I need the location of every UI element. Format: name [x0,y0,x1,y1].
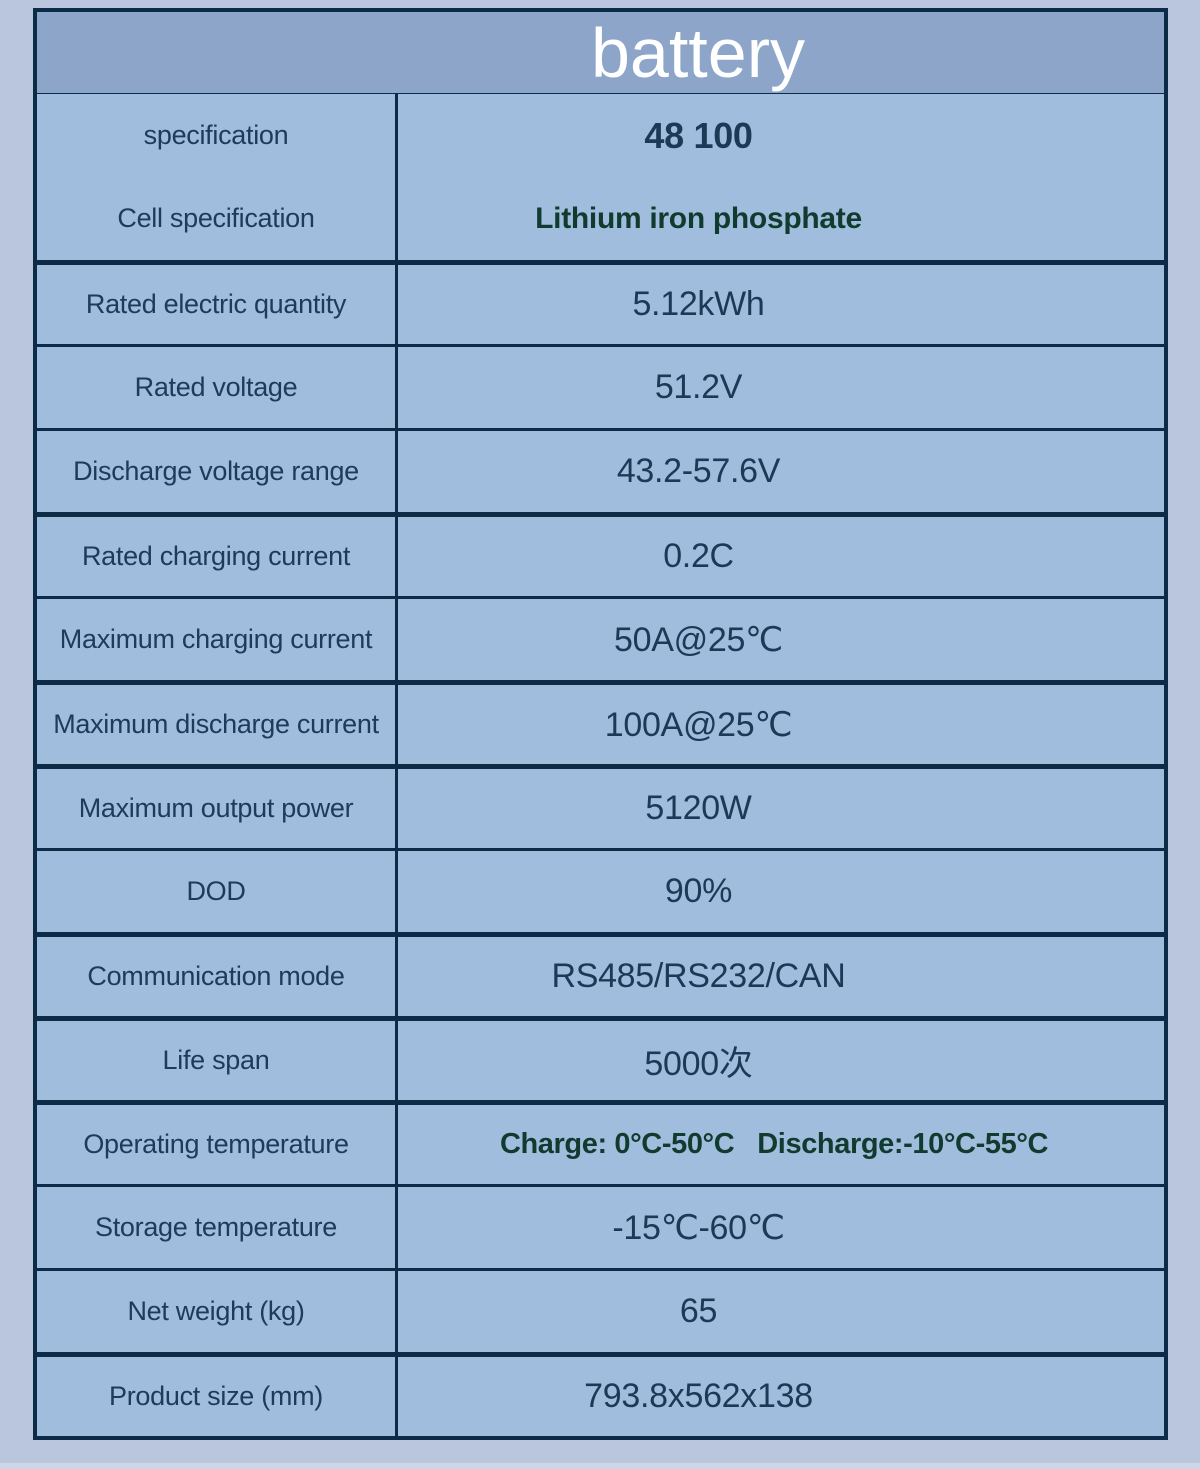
row-label: Life span [37,1021,398,1100]
spec-row: Cell specification Lithium iron phosphat… [37,177,1164,260]
spec-row: Operating temperature Charge: 0°C-50°C D… [37,1100,1164,1184]
row-value: 90% [664,872,733,910]
row-label: Rated charging current [37,517,398,596]
row-label: Maximum discharge current [37,685,398,764]
spec-row: Maximum charging current 50A@25℃ [37,596,1164,680]
spec-row: Discharge voltage range 43.2-57.6V [37,428,1164,512]
row-value: 5120W [645,789,752,827]
row-label: Maximum output power [37,769,398,848]
row-label: Rated voltage [37,347,398,428]
spec-row: Rated charging current 0.2C [37,512,1164,596]
spec-row: Communication mode RS485/RS232/CAN [37,932,1164,1016]
row-value: 793.8x562x138 [584,1377,813,1415]
row-value: -15℃-60℃ [612,1208,785,1247]
row-label: Cell specification [37,177,398,260]
spec-row: Rated electric quantity 5.12kWh [37,260,1164,344]
row-label: specification [37,94,398,177]
table-header: battery [37,12,1164,94]
row-label: Operating temperature [37,1105,398,1184]
row-value: 48 100 [644,114,753,156]
row-value: Charge: 0°C-50°C Discharge:-10°C-55°C [499,1128,1049,1160]
spec-row: Net weight (kg) 65 [37,1268,1164,1352]
spec-row: Storage temperature -15℃-60℃ [37,1184,1164,1268]
row-label: Storage temperature [37,1187,398,1268]
row-value: 65 [679,1292,718,1330]
row-value: 5.12kWh [632,285,765,323]
row-label: Product size (mm) [37,1357,398,1436]
row-value: Lithium iron phosphate [535,201,862,235]
spec-row: Maximum output power 5120W [37,764,1164,848]
battery-spec-table: battery specification 48 100 Cell specif… [33,8,1168,1440]
row-label: Net weight (kg) [37,1271,398,1352]
spec-row: DOD 90% [37,848,1164,932]
row-value: 51.2V [654,368,743,406]
spec-row: Rated voltage 51.2V [37,344,1164,428]
spec-row: specification 48 100 [37,94,1164,177]
page-bottom-strip [0,1463,1200,1469]
row-value: 100A@25℃ [604,705,793,744]
row-label: Rated electric quantity [37,265,398,344]
row-value: 5000次 [644,1045,753,1083]
spec-row: Product size (mm) 793.8x562x138 [37,1352,1164,1436]
row-value: 43.2-57.6V [616,452,781,490]
table-title: battery [591,13,805,92]
row-value: 50A@25℃ [614,620,783,659]
spec-row: Life span 5000次 [37,1016,1164,1100]
row-value: RS485/RS232/CAN [551,957,846,995]
spec-row: Maximum discharge current 100A@25℃ [37,680,1164,764]
row-label: DOD [37,851,398,932]
row-label: Communication mode [37,937,398,1016]
row-value: 0.2C [663,537,734,575]
row-label: Maximum charging current [37,599,398,680]
row-label: Discharge voltage range [37,431,398,512]
